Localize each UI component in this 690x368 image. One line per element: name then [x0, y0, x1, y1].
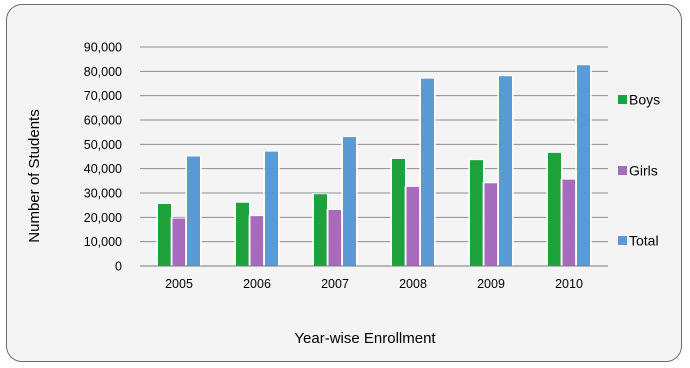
x-axis-ticks: 2005 2006 2007 2008 2009 2010 [165, 277, 583, 291]
y-tick-label: 50,000 [84, 138, 122, 152]
bar-total-2006 [265, 151, 278, 266]
bar-girls-2006 [250, 216, 264, 266]
bar-boys-2006 [236, 202, 249, 266]
y-axis-title: Number of Students [26, 109, 43, 242]
y-tick-label: 40,000 [84, 162, 122, 176]
bar-boys-2007 [314, 194, 327, 266]
legend-label-boys: Boys [629, 92, 660, 108]
x-axis-title: Year-wise Enrollment [294, 330, 436, 347]
x-tick-label: 2006 [243, 277, 271, 291]
bar-girls-2007 [328, 210, 342, 266]
y-tick-label: 10,000 [84, 235, 122, 249]
bar-total-2008 [421, 78, 434, 266]
legend-label-girls: Girls [629, 163, 658, 179]
y-tick-label: 0 [115, 260, 122, 274]
y-tick-label: 60,000 [84, 114, 122, 128]
gridlines [140, 46, 608, 243]
x-tick-label: 2010 [555, 277, 583, 291]
y-tick-label: 70,000 [84, 89, 122, 103]
legend-swatch-girls [618, 166, 627, 175]
bars [156, 64, 592, 266]
x-tick-label: 2007 [321, 277, 349, 291]
bar-total-2005 [187, 156, 200, 266]
bar-boys-2010 [548, 152, 561, 266]
bar-boys-2009 [470, 160, 483, 266]
y-tick-label: 80,000 [84, 65, 122, 79]
bar-boys-2005 [158, 203, 171, 266]
x-tick-label: 2005 [165, 277, 193, 291]
bar-girls-2009 [484, 183, 498, 266]
bar-boys-2008 [392, 158, 405, 266]
legend-swatch-boys [618, 95, 627, 104]
x-tick-label: 2008 [399, 277, 427, 291]
bar-total-2010 [577, 65, 590, 266]
y-tick-label: 20,000 [84, 211, 122, 225]
bar-girls-2008 [406, 186, 420, 266]
x-tick-label: 2009 [477, 277, 505, 291]
y-tick-label: 90,000 [84, 41, 122, 55]
bar-girls-2005 [172, 218, 186, 266]
legend-label-total: Total [629, 233, 659, 249]
y-tick-label: 30,000 [84, 187, 122, 201]
bar-total-2009 [499, 76, 512, 266]
bar-girls-2010 [562, 179, 576, 266]
y-axis-ticks: 0 10,000 20,000 30,000 40,000 50,000 60,000 70,… [84, 41, 122, 274]
legend: Boys Girls Total [618, 92, 660, 249]
bar-total-2007 [343, 137, 356, 266]
legend-swatch-total [618, 236, 627, 245]
